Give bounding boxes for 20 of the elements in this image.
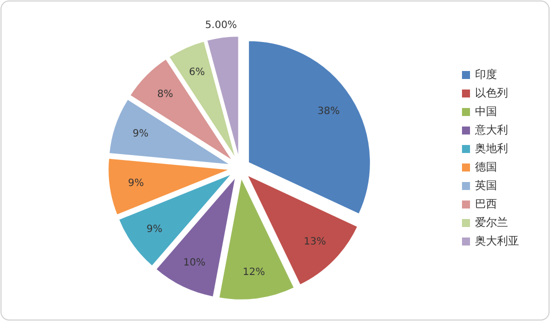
- data-label: 10%: [183, 257, 206, 268]
- legend-label: 奥大利亚: [475, 234, 519, 248]
- data-label: 9%: [128, 178, 144, 189]
- data-label: 8%: [157, 88, 174, 100]
- data-label: 9%: [146, 224, 162, 235]
- data-label: 9%: [132, 128, 148, 140]
- legend-label: 巴西: [475, 198, 497, 211]
- legend-label: 中国: [475, 105, 497, 118]
- legend-label: 德国: [475, 160, 497, 174]
- data-label: 38%: [318, 106, 340, 118]
- legend-label: 英国: [475, 179, 497, 192]
- legend-label: 以色列: [475, 86, 508, 100]
- legend-label: 奥地利: [475, 142, 508, 156]
- legend-label: 意大利: [474, 124, 508, 137]
- data-label: 5.00%: [205, 20, 237, 31]
- data-label: 6%: [188, 66, 205, 78]
- data-label: 12%: [242, 266, 265, 278]
- legend-label: 爱尔兰: [475, 216, 508, 230]
- legend-label: 印度: [475, 68, 497, 82]
- data-label: 13%: [304, 236, 326, 248]
